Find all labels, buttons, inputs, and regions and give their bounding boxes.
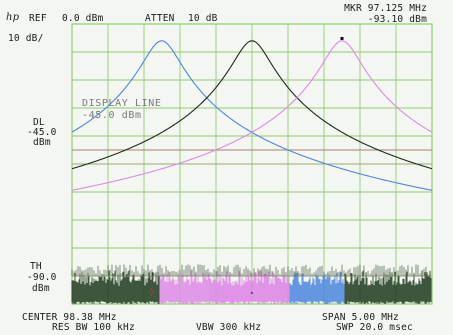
brand-logo: hp xyxy=(6,12,20,23)
signal-traces xyxy=(71,40,433,191)
marker-frequency: MKR 97.125 MHz xyxy=(344,3,427,14)
trace-2 xyxy=(71,40,433,170)
center-frequency: CENTER 98.38 MHz xyxy=(22,312,117,323)
noise-floor xyxy=(71,264,432,305)
display-line-value: -45.0 dBm xyxy=(82,110,142,121)
video-bandwidth: VBW 300 kHz xyxy=(196,322,262,333)
span-setting: SPAN 5.00 MHz xyxy=(322,312,399,323)
dl-side-label: DL xyxy=(33,117,45,128)
scale-label: 10 dB/ xyxy=(8,33,44,44)
display-line-title: DISPLAY LINE xyxy=(82,98,162,109)
dl-side-unit: dBm xyxy=(33,137,51,148)
marker-dot xyxy=(340,37,344,40)
marker-level: -93.10 dBm xyxy=(367,14,427,25)
dl-side-value: -45.0 xyxy=(27,127,57,138)
ref-level: 0.0 dBm xyxy=(62,13,104,24)
th-side-label: TH xyxy=(30,261,42,272)
marker-diamond: ◊ xyxy=(149,287,154,296)
center-tick: ▴ xyxy=(250,289,254,296)
th-side-unit: dBm xyxy=(32,283,50,294)
sweep-time: SWP 20.0 msec xyxy=(336,322,413,333)
th-side-value: -90.0 xyxy=(27,272,57,283)
atten-label: ATTEN xyxy=(145,13,175,24)
markers: ◊ ▴ xyxy=(149,37,344,296)
atten-value: 10 dB xyxy=(188,13,218,24)
resolution-bandwidth: RES BW 100 kHz xyxy=(52,322,135,333)
ref-label: REF xyxy=(29,13,47,24)
reference-lines xyxy=(72,149,432,277)
trace-3 xyxy=(71,40,433,191)
